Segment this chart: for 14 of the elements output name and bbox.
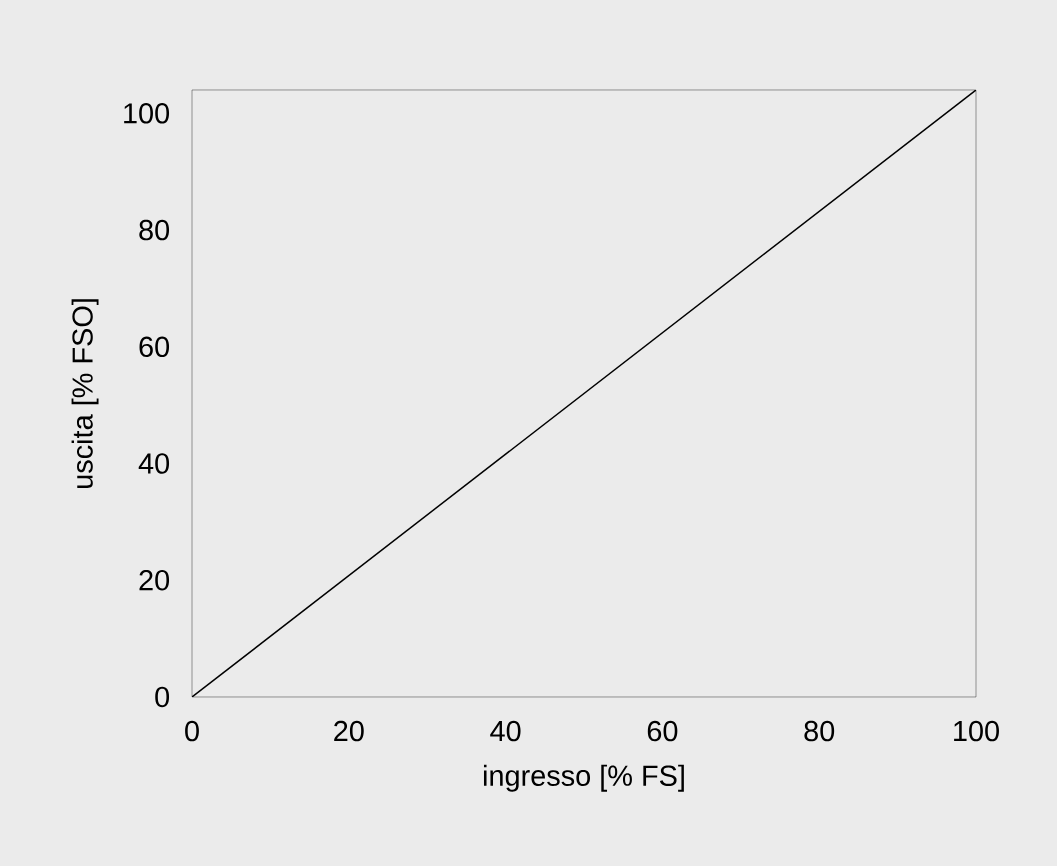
x-tick-label: 40 — [490, 720, 521, 742]
x-axis-title: ingresso [% FS] — [483, 764, 684, 792]
y-tick-label: 40 — [138, 453, 170, 474]
y-tick-label: 100 — [124, 103, 170, 124]
y-tick-label: 20 — [139, 570, 170, 591]
x-tick-label: 100 — [954, 720, 999, 742]
x-tick-label: 0 — [185, 720, 199, 742]
x-tick-label: 20 — [334, 720, 364, 742]
x-tick-label: 80 — [804, 720, 835, 742]
x-tick-label: 60 — [647, 720, 678, 742]
y-tick-label: 60 — [139, 336, 170, 358]
y-tick-label: 0 — [155, 686, 170, 708]
y-tick-label: 80 — [139, 219, 170, 241]
y-axis-title: uscita [% FSO] — [71, 299, 99, 488]
